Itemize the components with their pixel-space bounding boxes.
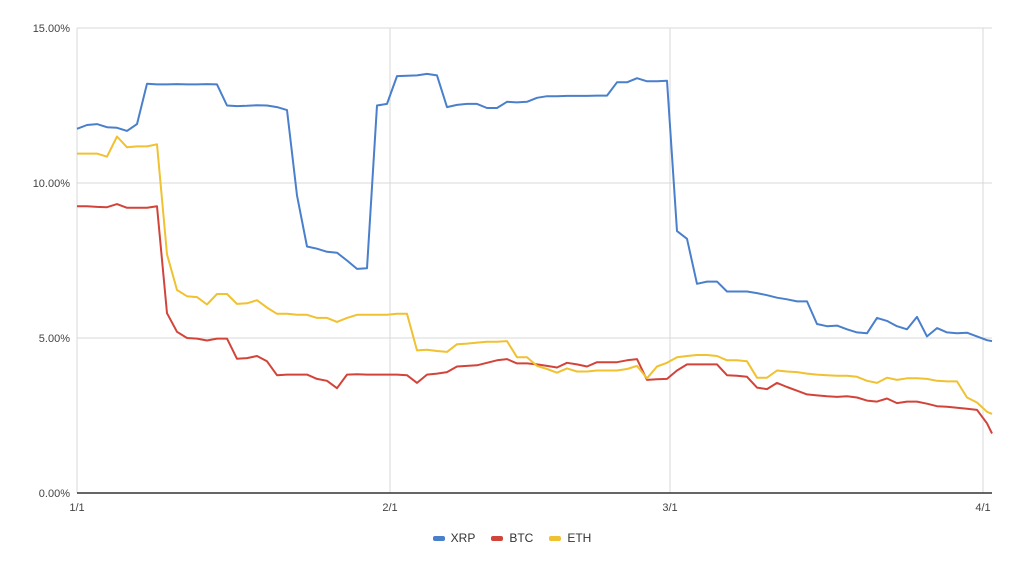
y-axis-labels: 0.00% 5.00% 10.00% 15.00% xyxy=(33,23,71,500)
xrp-swatch-icon xyxy=(432,535,445,541)
legend-label: ETH xyxy=(567,531,592,545)
x-tick-label: 1/1 xyxy=(69,502,84,514)
series-lines xyxy=(76,72,993,434)
legend-item-btc[interactable]: BTC xyxy=(491,531,533,545)
x-tick-label: 4/1 xyxy=(975,502,990,514)
series-line-eth xyxy=(77,135,993,415)
btc-swatch-icon xyxy=(491,535,504,541)
x-tick-label: 2/1 xyxy=(382,502,397,514)
eth-swatch-icon xyxy=(549,535,562,541)
series-line-xrp xyxy=(76,72,993,343)
x-tick-label: 3/1 xyxy=(662,502,677,514)
legend: XRP BTC ETH xyxy=(0,531,1024,545)
x-axis-labels: 1/1 2/1 3/1 4/1 xyxy=(69,502,990,514)
series-line-btc xyxy=(77,203,993,434)
y-tick-label: 0.00% xyxy=(39,488,70,500)
y-tick-label: 15.00% xyxy=(33,23,71,35)
gridlines xyxy=(76,27,992,493)
legend-label: BTC xyxy=(509,531,534,545)
legend-item-eth[interactable]: ETH xyxy=(549,531,591,545)
y-tick-label: 10.00% xyxy=(33,178,71,190)
line-chart: 0.00% 5.00% 10.00% 15.00% 1/1 2/1 3/1 4/1 xyxy=(33,23,993,514)
legend-label: XRP xyxy=(450,531,476,545)
legend-item-xrp[interactable]: XRP xyxy=(432,531,476,545)
y-tick-label: 5.00% xyxy=(39,333,70,345)
